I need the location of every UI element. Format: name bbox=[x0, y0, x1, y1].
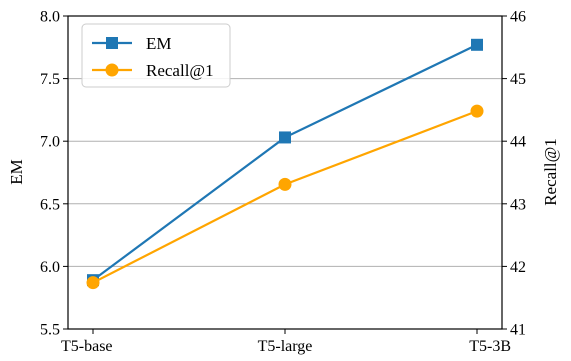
y-tick-label-left: 6.0 bbox=[40, 259, 60, 276]
y-tick-label-right: 43 bbox=[510, 196, 526, 213]
y-tick-label-right: 45 bbox=[510, 71, 526, 88]
y-tick-label-right: 44 bbox=[510, 134, 526, 151]
series-layer bbox=[86, 38, 484, 290]
legend-label-em: EM bbox=[146, 34, 172, 53]
ticks-layer: 5.5 6.0 6.5 7.0 7.5 8.0 41 42 43 44 45 46 T5-base T5-… bbox=[40, 9, 526, 356]
data-point bbox=[279, 131, 291, 144]
y-tick-label-left: 7.5 bbox=[40, 71, 60, 88]
legend: EM Recall@1 bbox=[81, 23, 231, 88]
data-point bbox=[278, 177, 292, 191]
x-tick-label: T5-large bbox=[258, 338, 313, 355]
grid-lines bbox=[68, 78, 502, 267]
y-tick-label-left: 6.5 bbox=[40, 196, 60, 213]
y-tick-label-left: 5.5 bbox=[40, 322, 60, 339]
y-axis-title-right: Recall@1 bbox=[541, 138, 560, 206]
data-point bbox=[471, 38, 483, 51]
legend-label-recall: Recall@1 bbox=[146, 61, 214, 80]
legend-box bbox=[81, 23, 231, 88]
y-tick-label-right: 46 bbox=[510, 9, 526, 26]
legend-marker-em bbox=[106, 37, 118, 49]
y-tick-label-left: 8.0 bbox=[40, 9, 60, 26]
series-recall bbox=[86, 104, 484, 290]
y-tick-label-right: 41 bbox=[510, 322, 526, 339]
x-tick-label: T5-base bbox=[61, 338, 113, 355]
y-tick-label-left: 7.0 bbox=[40, 134, 60, 151]
data-point bbox=[470, 104, 484, 118]
y-tick-label-right: 42 bbox=[510, 259, 526, 276]
x-tick-label: T5-3B bbox=[469, 338, 511, 355]
legend-marker-recall bbox=[105, 63, 119, 77]
data-point bbox=[86, 276, 100, 290]
y-axis-title-left: EM bbox=[7, 159, 26, 185]
